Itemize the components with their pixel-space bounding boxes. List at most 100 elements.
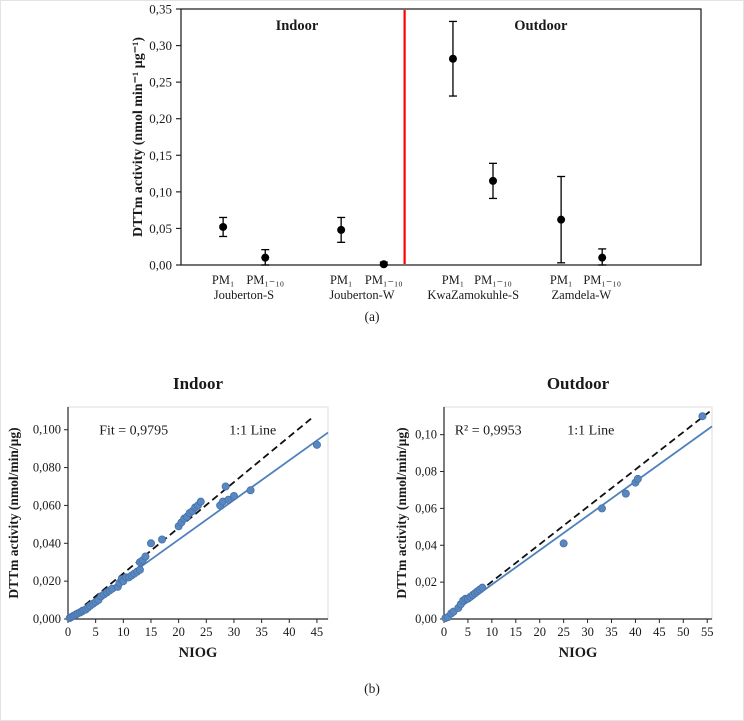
data-point [246,486,255,495]
chart-title: Indoor [173,374,224,393]
data-point [478,583,487,592]
group-label: Jouberton-S [214,288,274,302]
y-tick-label: 0,10 [415,428,437,442]
x-tick-label: 50 [677,625,690,639]
region-label: Outdoor [514,18,568,34]
y-tick-label: 0,00 [415,612,437,626]
x-tick-label: 40 [283,625,296,639]
y-tick-label: 0,30 [149,38,172,53]
y-tick-label: 0,02 [415,575,437,589]
data-point [559,539,568,548]
category-label: PM₁₋₁₀ [246,273,284,287]
data-point [379,260,388,269]
region-label: Indoor [276,18,319,34]
plot-border [180,8,702,266]
data-point [337,225,346,234]
x-tick-label: 25 [200,625,213,639]
data-point [219,222,228,231]
panel-a: 0,00 0,05 0,10 0,15 0,20 0,25 0,30 0,35 Indoor Ou… [1,1,743,325]
x-tick-label: 45 [653,625,666,639]
x-tick-label: 35 [605,625,618,639]
x-tick-label: 10 [486,625,499,639]
y-tick-label: 0,15 [149,148,172,163]
group-label: Zamdela-W [552,288,612,302]
x-tick-label: 20 [172,625,185,639]
x-tick-label: 5 [93,625,99,639]
data-point [158,535,167,544]
annotation: R² = 0,9953 [455,424,522,439]
y-tick-label: 0,35 [149,2,172,17]
category-label: PM₁ [550,273,572,287]
data-point [312,440,321,449]
category-label: PM₁₋₁₀ [474,273,512,287]
y-tick-label: 0,06 [415,501,437,515]
category-label: PM₁ [212,273,234,287]
x-tick-label: 30 [228,625,241,639]
x-tick-label: 55 [701,625,714,639]
data-point [196,497,205,506]
y-axis-label: DTTm activity (nmol/min/µg) [6,427,21,598]
x-axis-label: NIOG [559,645,598,661]
one-to-one-line [443,410,711,620]
x-tick-label: 0 [65,625,71,639]
data-point [598,253,607,262]
indoor-scatter-chart: Indoor 0 5 10 15 20 25 30 35 40 45 0,000 0,020 0,040 0… [6,374,329,661]
data-point [135,565,144,574]
category-label: PM₁ [442,273,464,287]
y-tick-label: 0,080 [33,461,61,475]
data-point [489,176,497,185]
y-tick-label: 0,100 [33,423,61,437]
x-tick-label: 10 [117,625,130,639]
x-tick-label: 45 [311,625,324,639]
x-tick-label: 30 [581,625,594,639]
category-label: PM₁₋₁₀ [365,273,403,287]
y-tick-label: 0,10 [149,184,172,199]
panel-b-caption: (b) [364,681,380,696]
outdoor-scatter-chart: Outdoor 0 5 10 15 20 25 30 35 40 45 50 55 0,00 0,02 0,0… [394,374,714,661]
panel-a-caption: (a) [364,309,380,324]
x-tick-label: 20 [533,625,546,639]
y-tick-label: 0,05 [149,221,172,236]
data-point [261,253,270,262]
x-tick-label: 5 [465,625,471,639]
annotation: 1:1 Line [229,424,276,439]
y-tick-label: 0,020 [33,574,61,588]
y-tick-label: 0,08 [415,465,437,479]
data-point [597,504,606,513]
y-tick-label: 0,060 [33,498,61,512]
data-point [448,54,457,63]
y-tick-label: 0,040 [33,536,61,550]
annotation: Fit = 0,9795 [99,424,168,439]
x-tick-label: 15 [510,625,523,639]
y-axis-label: DTTm activity (nmol min⁻¹ µg⁻¹) [131,37,146,237]
panel-b: Indoor 0 5 10 15 20 25 30 35 40 45 0,000 0,020 0,040 0… [1,369,743,697]
x-tick-label: 35 [255,625,268,639]
y-tick-label: 0,000 [33,612,61,626]
category-label: PM₁ [330,273,352,287]
category-label: PM₁₋₁₀ [583,273,621,287]
data-point [146,539,155,548]
x-tick-label: 25 [557,625,570,639]
data-point [221,482,230,491]
data-point [621,489,630,498]
x-axis-label: NIOG [179,645,218,661]
y-tick-label: 0,25 [149,75,172,90]
y-tick-label: 0,04 [415,538,438,552]
y-axis-label: DTTm activity (nmol/min/µg) [394,427,409,598]
data-point [633,474,642,483]
site-comparison-chart: 0,00 0,05 0,10 0,15 0,20 0,25 0,30 0,35 Indoor Ou… [131,2,702,302]
data-point [698,412,707,421]
data-point [141,552,150,561]
group-label: KwaZamokuhle-S [427,288,519,302]
y-tick-label: 0,00 [149,258,172,273]
data-point [557,215,566,224]
annotation: 1:1 Line [567,424,614,439]
x-tick-label: 15 [145,625,158,639]
fit-line [443,425,713,620]
x-tick-label: 0 [441,625,447,639]
chart-title: Outdoor [547,374,610,393]
data-point [229,491,238,500]
x-tick-label: 40 [629,625,642,639]
y-tick-label: 0,20 [149,111,172,126]
